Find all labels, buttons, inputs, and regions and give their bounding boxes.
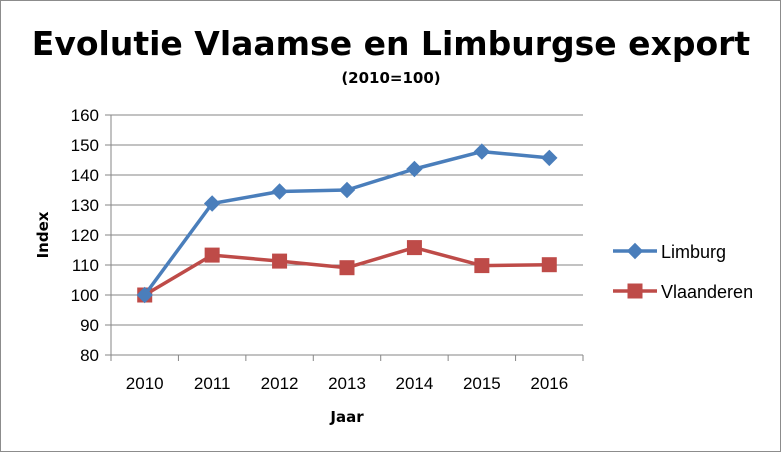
x-tick-label: 2014 [396,374,434,393]
y-tick-label: 150 [71,136,99,155]
gridlines [111,114,583,326]
legend-marker [627,283,643,299]
y-tick-label: 160 [71,106,99,125]
y-tick-label: 140 [71,166,99,185]
y-tick-label: 100 [71,286,99,305]
data-point [204,247,220,263]
y-tick-label: 90 [80,316,99,335]
data-point [272,253,288,269]
data-point [541,257,557,273]
x-tick-label: 2013 [328,374,366,393]
data-point [339,260,355,276]
x-tick-label: 2016 [530,374,568,393]
series-limburg [136,143,558,304]
x-tick-label: 2011 [194,374,231,393]
data-point [271,183,288,200]
chart-subtitle: (2010=100) [341,69,440,87]
series-vlaanderen [137,240,557,303]
data-point [406,160,423,178]
x-tick-label: 2012 [261,374,299,393]
legend-entry-vlaanderen: Vlaanderen [613,282,753,302]
legend-label: Limburg [661,242,726,262]
y-tick-label: 110 [72,256,99,275]
x-tick-label: 2010 [126,374,164,393]
data-point [406,240,422,256]
series-layer [136,143,558,304]
data-point [474,258,490,274]
data-point [473,143,491,160]
axes [105,114,584,361]
y-axis-title: Index [34,211,52,258]
legend: Limburg Vlaanderen [613,242,753,302]
data-point [203,195,221,212]
x-axis-title: Jaar [329,408,364,426]
legend-label: Vlaanderen [661,282,753,302]
y-tick-label: 130 [71,196,99,215]
y-tick-labels: 80 90 100 110 120 130 140 150 160 [71,106,99,365]
legend-entry-limburg: Limburg [613,242,726,262]
x-tick-label: 2015 [463,374,501,393]
legend-marker [626,242,644,260]
data-point [541,149,558,167]
data-point [338,181,356,199]
y-tick-label: 80 [80,346,99,365]
x-tick-labels: 2010 2011 2012 2013 2014 2015 2016 [126,374,568,393]
y-tick-label: 120 [71,226,99,245]
chart-title: Evolutie Vlaamse en Limburgse export [32,24,751,63]
data-point [136,286,153,304]
